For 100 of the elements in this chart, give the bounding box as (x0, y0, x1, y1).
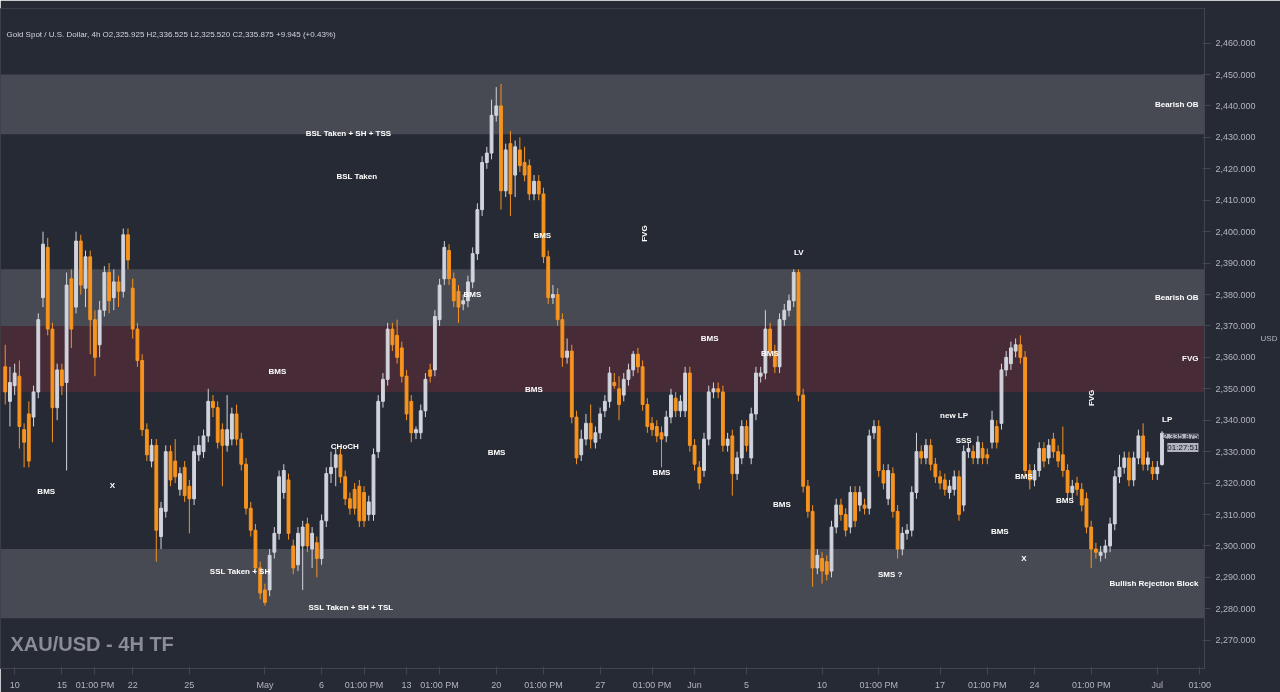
candlestick (305, 517, 310, 553)
candlestick (178, 466, 182, 497)
x-tick-label: 24 (1029, 679, 1040, 690)
x-tick-label: 01:00 PM (968, 679, 1007, 690)
x-tick-label: 01:00 PM (524, 679, 563, 690)
candlestick (659, 426, 664, 468)
y-tick-label: 2,340.000 (1215, 415, 1256, 426)
y-tick-label: 2,280.000 (1215, 603, 1256, 614)
candlestick (1046, 438, 1051, 465)
x-tick-label: May (256, 679, 274, 690)
candlestick (225, 394, 230, 453)
candlestick (994, 419, 999, 449)
band-label: Bearish OB (1154, 293, 1199, 303)
annotation: CHoCH (330, 442, 360, 452)
candlestick (697, 460, 702, 490)
candlestick (744, 419, 749, 453)
candlestick (59, 363, 64, 396)
annotation: X (1021, 554, 1028, 564)
annotation: X (109, 481, 116, 491)
candlestick (924, 438, 928, 465)
candlestick (291, 539, 296, 575)
x-tick-label: Jul (1151, 679, 1164, 690)
y-tick-label: 2,460.000 (1215, 38, 1256, 49)
candlestick (300, 520, 305, 591)
candlestick (314, 536, 319, 578)
y-tick-label: 2,320.000 (1215, 478, 1256, 489)
x-tick-label: 17 (935, 679, 946, 690)
candlestick (872, 419, 876, 440)
annotation: BMS (524, 384, 544, 394)
candlestick (1145, 451, 1150, 471)
x-tick-label: 10 (817, 679, 828, 690)
candlestick (815, 548, 820, 575)
x-tick-label: 01:00 (1188, 679, 1212, 690)
x-tick-label: 01:00 PM (420, 679, 459, 690)
x-tick-label: 15 (56, 679, 67, 690)
y-tick-label: 2,370.000 (1215, 320, 1256, 331)
y-tick-label: 2,410.000 (1215, 195, 1256, 206)
y-axis-title: USD (1260, 334, 1278, 343)
y-tick-label: 2,430.000 (1215, 132, 1256, 143)
x-tick-label: 5 (744, 679, 750, 690)
candlestick (551, 284, 555, 305)
candlestick (588, 404, 593, 449)
text: Gold Spot / U.S. Dollar, 4h O2,325.925 H2,336.525 L2,325.520 C2,335.875 +9.945 (+0.43%) (6, 29, 336, 39)
candlestick (333, 448, 338, 487)
annotation: SSS (955, 436, 973, 446)
band-label: Bearish OB (1154, 99, 1199, 109)
annotation: BMS (773, 500, 792, 510)
annotation: FVG (640, 225, 650, 242)
x-tick-label: 01:00 PM (344, 679, 384, 690)
x-tick-label: 10 (9, 679, 20, 690)
x-tick-label: Jun (687, 679, 702, 690)
y-tick-label: 2,400.000 (1215, 226, 1256, 237)
annotation: BSL Taken (336, 171, 378, 181)
candlestick (673, 391, 678, 418)
y-tick-label: 2,350.000 (1215, 383, 1256, 394)
candlestick (310, 526, 315, 569)
annotation: BMS (37, 487, 56, 497)
candlestick (111, 268, 116, 311)
candlestick (1127, 451, 1131, 487)
x-tick-label: 01:00 PM (1071, 679, 1111, 690)
candlestick (1051, 432, 1056, 459)
y-tick-label: 2,310.000 (1215, 509, 1256, 520)
annotation: BMS (990, 527, 1010, 537)
candlestick (1150, 460, 1155, 481)
y-tick-label: 2,360.000 (1215, 352, 1256, 363)
candlestick (980, 441, 985, 465)
annotation: BMS (652, 467, 672, 477)
annotation: 2,335.875 (1162, 431, 1200, 441)
candlestick (1155, 460, 1160, 481)
x-tick-label: 27 (595, 679, 606, 690)
candlestick (1070, 479, 1075, 500)
x-tick-label: 01:00 PM (75, 679, 115, 690)
candlestick (725, 432, 730, 453)
candlestick (824, 554, 829, 581)
annotation: SMS ? (878, 570, 903, 580)
annotation: new LP (940, 410, 969, 420)
candlestick (857, 485, 862, 512)
annotation: BMS (487, 447, 507, 457)
candlestick (990, 410, 994, 449)
candlestick (971, 444, 976, 465)
candlestick (116, 275, 121, 308)
y-tick-label: 2,390.000 (1215, 258, 1256, 269)
y-tick-label: 2,300.000 (1215, 540, 1256, 551)
text: XAU/USD - 4H TF (10, 632, 174, 655)
x-tick-label: 25 (184, 679, 195, 690)
candlestick (428, 363, 433, 383)
band-label: Bullish Rejection Block (1109, 579, 1200, 589)
candlestick (532, 174, 536, 201)
annotation: LP (1162, 414, 1173, 424)
y-tick-label: 2,330.000 (1215, 446, 1256, 457)
annotation: BMS (1055, 496, 1075, 506)
candlestick (975, 435, 980, 465)
candlestick (617, 375, 621, 421)
y-tick-label: 2,420.000 (1215, 163, 1256, 174)
y-tick-label: 2,380.000 (1215, 289, 1256, 300)
y-tick-label: 2,270.000 (1215, 635, 1256, 646)
candlestick (149, 438, 154, 468)
annotation: 01:27:51 (1167, 442, 1200, 452)
band-label: FVG (1182, 354, 1199, 364)
y-tick-label: 2,450.000 (1215, 69, 1256, 80)
